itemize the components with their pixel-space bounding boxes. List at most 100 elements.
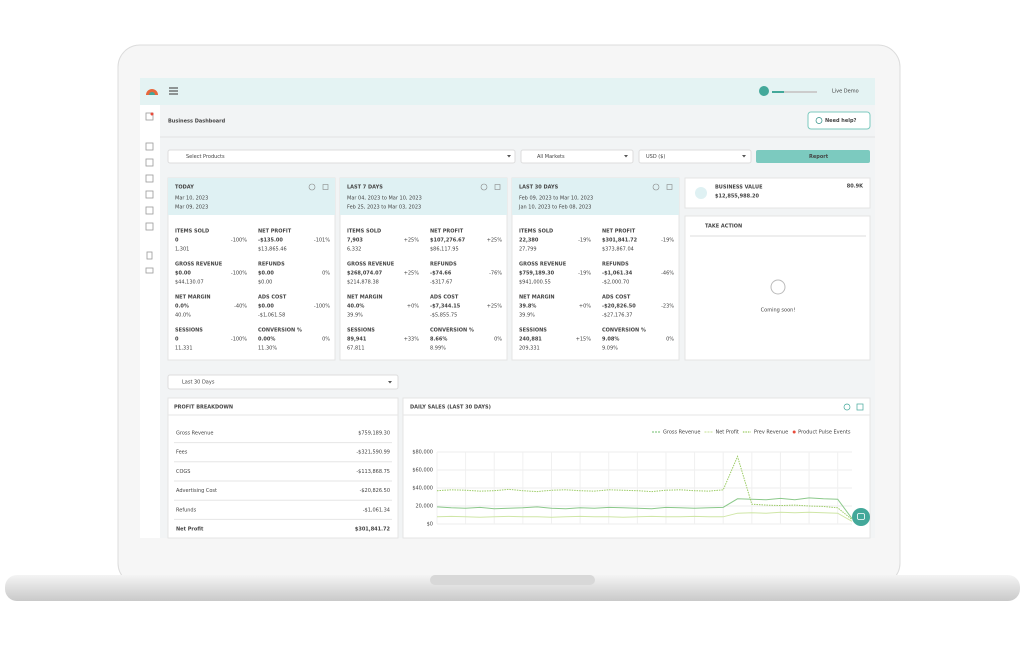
take-action-message: Coming soon! [761,308,796,314]
date-range-select[interactable] [167,374,399,390]
product-select[interactable] [167,149,516,164]
metric-label: ADS COST [258,295,287,301]
metric-label: ITEMS SOLD [519,229,553,235]
metric-change: 0% [322,271,330,277]
period-range: Feb 09, 2023 to Mar 10, 2023 [519,196,593,202]
info-icon[interactable] [480,183,488,191]
metric-value: $0.00 [258,304,274,310]
metric-value: 7,903 [347,238,363,244]
legend-label[interactable]: Product Pulse Events [798,430,851,436]
period-prev-range: Mar 09, 2023 [175,205,208,211]
report-button[interactable] [756,150,870,163]
legend-dot [792,430,796,434]
metric-change: -19% [661,238,674,244]
breakdown-value: -$20,826.50 [360,488,390,494]
market-select[interactable] [520,149,634,164]
period-prev-range: Feb 25, 2023 to Mar 03, 2023 [347,205,421,211]
bulb-icon [770,279,786,295]
metric-value: 0 [175,238,179,244]
metric-change: -46% [661,271,674,277]
breakdown-label: COGS [176,469,190,475]
period-title: TODAY [175,185,194,191]
metric-prev: 39.9% [347,313,363,319]
metric-value: 89,941 [347,337,367,343]
metric-change: -19% [578,238,591,244]
metric-value: -$7,344.15 [430,304,461,310]
metric-change: -23% [661,304,674,310]
settings-icon[interactable] [666,184,673,190]
metric-label: REFUNDS [258,262,285,268]
metric-change: +0% [407,304,419,310]
progress [772,91,817,93]
market-select-text: All Markets [537,154,565,160]
info-icon[interactable] [652,183,660,191]
chat-icon [857,513,865,520]
business-value-label: BUSINESS VALUE [715,185,763,191]
currency-select[interactable] [638,149,752,164]
metric-value: -$1,061.34 [602,271,633,277]
settings-icon[interactable] [322,184,329,190]
metric-change: -101% [314,238,330,244]
sidebar-icons[interactable] [145,112,154,274]
metric-label: ADS COST [602,295,631,301]
metric-label: NET MARGIN [175,295,211,301]
settings-icon[interactable] [843,403,851,411]
breakdown-label[interactable]: Advertising Cost [176,488,217,494]
metric-prev: 11.30% [258,346,277,352]
metric-change: +15% [576,337,592,343]
settings-icon[interactable] [494,184,501,190]
legend-label[interactable]: Net Profit [715,430,738,436]
metric-prev: 67,811 [347,346,365,352]
breakdown-label[interactable]: Fees [176,450,188,456]
metric-prev: 39.9% [519,313,535,319]
avatar[interactable] [759,86,769,96]
y-tick-label: $60,000 [412,468,433,474]
top-bar [140,78,875,105]
page-title: Business Dashboard [168,119,226,125]
y-tick-label: $0 [427,522,433,528]
user-name[interactable]: Live Demo [832,89,859,95]
metric-value: 9.08% [602,337,619,343]
expand-icon[interactable] [856,403,864,411]
metric-change: -100% [231,337,247,343]
metric-value: $0.00 [175,271,191,277]
business-value-badge: 80.9K [847,184,864,190]
profit-breakdown-title: PROFIT BREAKDOWN [174,405,233,411]
metric-value: 40.0% [347,304,364,310]
chat-button[interactable] [852,508,870,526]
legend-label[interactable]: Prev Revenue [754,430,788,436]
metric-prev: 40.0% [175,313,191,319]
metric-label: NET PROFIT [430,229,464,235]
metric-value: 22,380 [519,238,539,244]
help-icon [815,117,823,124]
metric-prev: 11,331 [175,346,193,352]
metric-prev: $13,865.46 [258,247,287,253]
report-label[interactable]: Report [809,154,829,160]
chart-title: DAILY SALES (LAST 30 DAYS) [410,405,491,411]
breakdown-value: -$113,868.75 [356,469,390,475]
metric-change: -76% [489,271,502,277]
metric-label: ADS COST [430,295,459,301]
menu-icon[interactable] [169,87,178,95]
metric-prev: $214,878.38 [347,280,379,286]
metric-change: -40% [234,304,247,310]
metric-change: -100% [314,304,330,310]
period-title: LAST 30 DAYS [519,185,559,191]
metric-label: GROSS REVENUE [347,262,395,268]
metric-change: +25% [487,238,503,244]
series-line [436,455,853,520]
metric-label: GROSS REVENUE [519,262,567,268]
series-line [436,497,853,519]
metric-prev: $44,130.07 [175,280,204,286]
metric-change: +25% [487,304,503,310]
metric-label: ITEMS SOLD [175,229,209,235]
y-tick-label: $80,000 [412,450,433,456]
metric-prev: 6,332 [347,247,361,253]
info-icon[interactable] [308,183,316,191]
help-label[interactable]: Need help? [825,118,857,124]
help-button[interactable] [807,111,871,130]
metric-change: -19% [578,271,591,277]
legend-label[interactable]: Gross Revenue [663,430,700,436]
metric-value: $107,276.67 [430,238,466,244]
breakdown-label: Net Profit [176,527,204,533]
